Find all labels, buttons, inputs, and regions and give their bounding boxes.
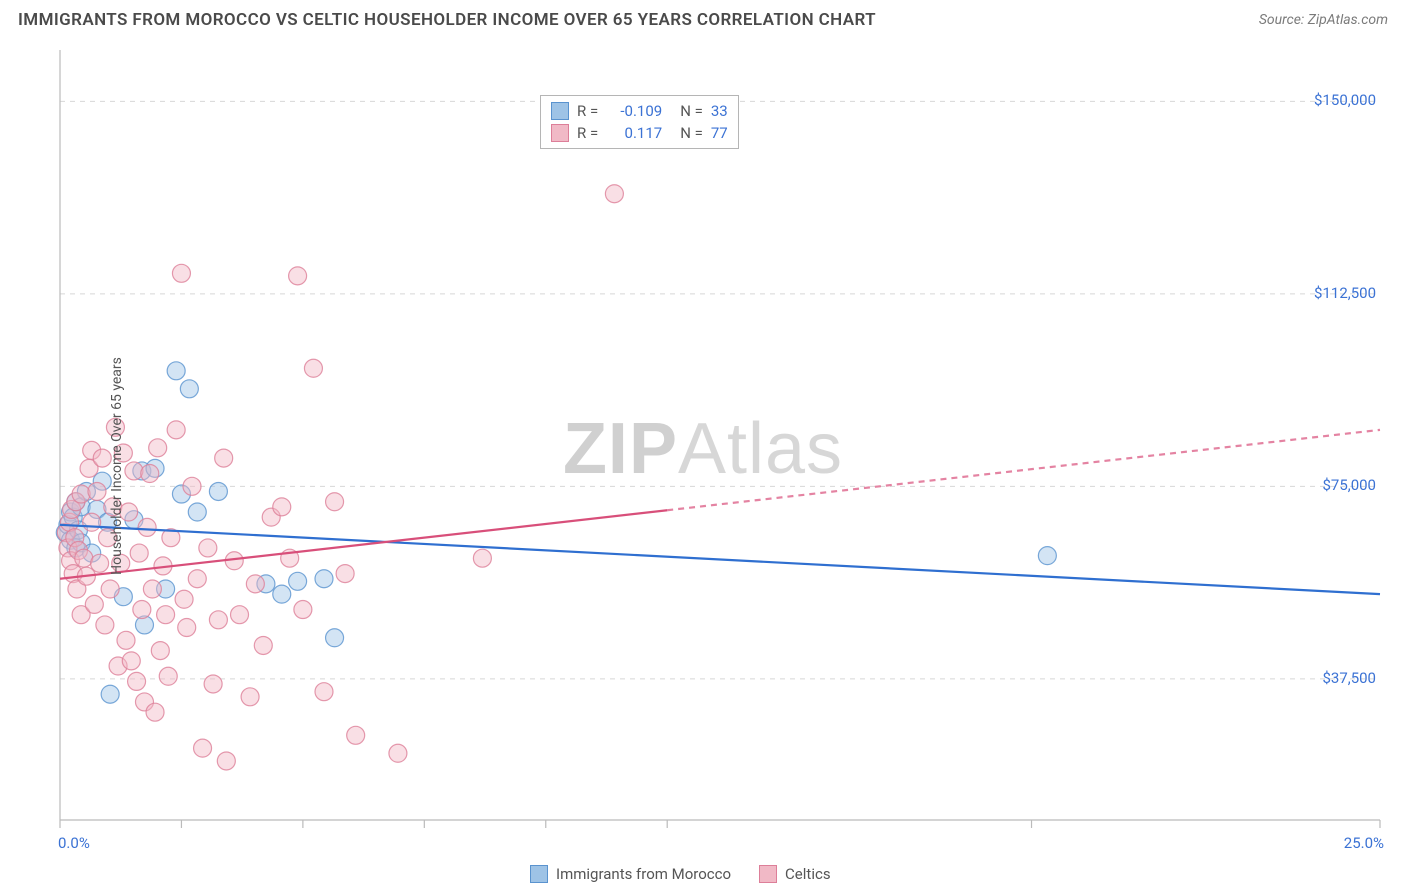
y-tick-label: $150,000: [1314, 91, 1376, 109]
y-tick-label: $37,500: [1322, 669, 1376, 687]
y-tick-label: $75,000: [1322, 476, 1376, 494]
legend-r-value: -0.109: [606, 100, 662, 122]
legend-item: Immigrants from Morocco: [530, 865, 731, 883]
series-legend: Immigrants from Morocco Celtics: [530, 865, 831, 883]
legend-r-label: R =: [577, 122, 598, 144]
x-tick-label: 0.0%: [58, 834, 90, 852]
legend-n-value: 33: [711, 100, 728, 122]
scatter-plot: [0, 40, 1406, 892]
y-axis-label: Householder Income Over 65 years: [109, 357, 125, 575]
legend-swatch: [530, 865, 548, 883]
legend-row: R = -0.109 N = 33: [551, 100, 728, 122]
series-name: Celtics: [785, 865, 831, 883]
legend-n-label: N =: [680, 100, 703, 122]
legend-item: Celtics: [759, 865, 831, 883]
legend-swatch: [551, 102, 569, 120]
source-label: Source: ZipAtlas.com: [1259, 12, 1388, 28]
chart-title: IMMIGRANTS FROM MOROCCO VS CELTIC HOUSEH…: [18, 10, 876, 30]
x-tick-label: 25.0%: [1344, 834, 1384, 852]
correlation-legend: R = -0.109 N = 33 R = 0.117 N = 77: [540, 95, 739, 149]
legend-n-value: 77: [711, 122, 728, 144]
chart-container: Householder Income Over 65 years ZIPAtla…: [0, 40, 1406, 892]
legend-swatch: [759, 865, 777, 883]
legend-row: R = 0.117 N = 77: [551, 122, 728, 144]
series-name: Immigrants from Morocco: [556, 865, 731, 883]
legend-r-label: R =: [577, 100, 598, 122]
y-tick-label: $112,500: [1314, 284, 1376, 302]
legend-swatch: [551, 124, 569, 142]
legend-r-value: 0.117: [606, 122, 662, 144]
legend-n-label: N =: [680, 122, 703, 144]
